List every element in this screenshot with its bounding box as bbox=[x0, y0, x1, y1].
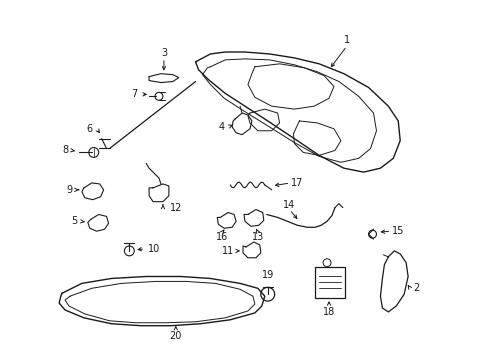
Text: 3: 3 bbox=[161, 48, 166, 58]
Text: 4: 4 bbox=[218, 122, 224, 132]
Text: 2: 2 bbox=[412, 283, 418, 293]
Text: 20: 20 bbox=[169, 330, 182, 341]
Text: 18: 18 bbox=[322, 307, 334, 317]
Text: 19: 19 bbox=[261, 270, 273, 279]
Text: 11: 11 bbox=[222, 246, 234, 256]
Text: 5: 5 bbox=[71, 216, 77, 226]
Text: 12: 12 bbox=[169, 203, 182, 212]
Text: 13: 13 bbox=[251, 232, 264, 242]
Text: 10: 10 bbox=[147, 244, 160, 254]
Text: 8: 8 bbox=[62, 145, 68, 156]
Text: 9: 9 bbox=[66, 185, 72, 195]
Text: 14: 14 bbox=[283, 199, 295, 210]
Text: 16: 16 bbox=[216, 232, 228, 242]
Text: 17: 17 bbox=[291, 178, 303, 188]
Text: 7: 7 bbox=[131, 89, 137, 99]
Text: 15: 15 bbox=[391, 226, 404, 236]
Text: 6: 6 bbox=[86, 124, 93, 134]
Text: 1: 1 bbox=[343, 35, 349, 45]
